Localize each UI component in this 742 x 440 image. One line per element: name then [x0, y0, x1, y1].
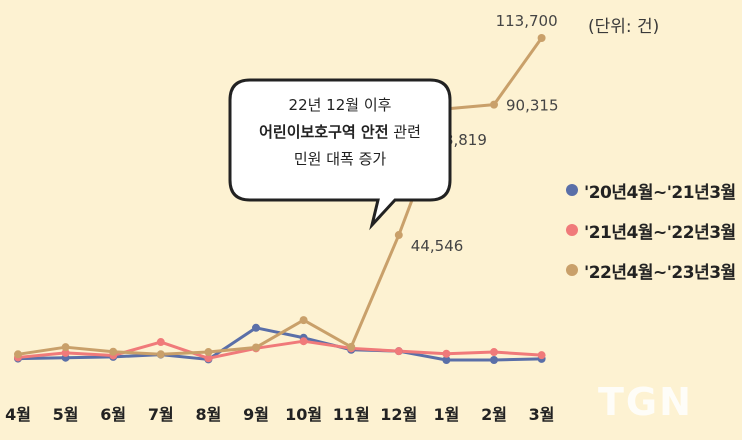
legend-label-2021: '21년4월~'22년3월: [584, 222, 736, 243]
annotation-line2-rest: 관련: [388, 123, 421, 141]
data-point-s2-0: [14, 350, 22, 359]
legend-label-2022: '22년4월~'23년3월: [584, 262, 736, 283]
x-tick-label-3: 7월: [148, 405, 174, 424]
unit-label: (단위: 건): [588, 17, 660, 37]
data-point-s2-8: [394, 231, 403, 240]
x-tick-label-6: 10월: [285, 405, 322, 424]
annotation-line2: 어린이보호구역 안전 관련: [240, 119, 440, 146]
legend-dot-2020: [566, 184, 578, 196]
data-point-s0-10: [490, 356, 498, 365]
legend-dot-2022: [566, 264, 578, 276]
x-tick-label-1: 5월: [53, 405, 79, 424]
data-label-10: 90,315: [506, 97, 559, 115]
x-tick-label-8: 12월: [380, 405, 417, 424]
legend-item-2021: '21년4월~'22년3월: [566, 210, 736, 250]
data-point-s1-8: [394, 347, 403, 356]
annotation-bubble: [228, 78, 452, 231]
data-point-s1-4: [204, 354, 213, 363]
series-line-1: [17, 339, 542, 360]
x-tick-label-10: 2월: [481, 405, 507, 424]
annotation-line2-bold: 어린이보호구역 안전: [259, 123, 389, 141]
data-point-s2-3: [156, 350, 165, 359]
x-tick-label-4: 8월: [195, 405, 221, 424]
legend-label-2020: '20년4월~'21년3월: [584, 182, 736, 203]
data-point-s2-1: [61, 343, 70, 352]
x-tick-label-5: 9월: [243, 405, 269, 424]
data-point-s1-9: [442, 349, 451, 358]
data-point-s2-6: [299, 316, 308, 325]
data-label-8: 44,546: [411, 237, 464, 255]
data-point-s0-9: [442, 356, 451, 365]
x-tick-label-11: 3월: [529, 405, 555, 424]
x-tick-label-9: 1월: [433, 405, 459, 424]
data-label-11: 113,700: [496, 12, 558, 30]
annotation-text: 22년 12월 이후 어린이보호구역 안전 관련 민원 대폭 증가: [240, 92, 440, 173]
watermark-logo: TGN: [598, 380, 693, 424]
x-tick-label-7: 11월: [333, 405, 370, 424]
data-point-s1-10: [490, 348, 498, 357]
x-tick-label-0: 4월: [5, 405, 31, 424]
series-line-2: [17, 37, 543, 356]
data-point-s1-1: [61, 348, 70, 357]
data-point-s2-5: [252, 343, 260, 352]
legend: '20년4월~'21년3월 '21년4월~'22년3월 '22년4월~'23년3…: [566, 170, 736, 290]
data-point-s2-11: [537, 34, 546, 42]
data-point-s1-6: [299, 337, 308, 346]
legend-item-2022: '22년4월~'23년3월: [566, 250, 736, 290]
legend-dot-2021: [566, 224, 578, 236]
data-point-s1-3: [156, 338, 165, 347]
data-point-s2-4: [204, 348, 213, 357]
annotation-line3: 민원 대폭 증가: [293, 150, 387, 168]
data-point-s2-10: [490, 100, 498, 109]
data-point-s2-2: [109, 347, 118, 356]
x-tick-label-2: 6월: [100, 405, 126, 424]
data-point-s1-11: [537, 351, 546, 360]
data-point-s2-7: [347, 342, 356, 351]
annotation-line1: 22년 12월 이후: [288, 96, 392, 114]
legend-item-2020: '20년4월~'21년3월: [566, 170, 736, 210]
data-point-s0-5: [252, 323, 260, 332]
